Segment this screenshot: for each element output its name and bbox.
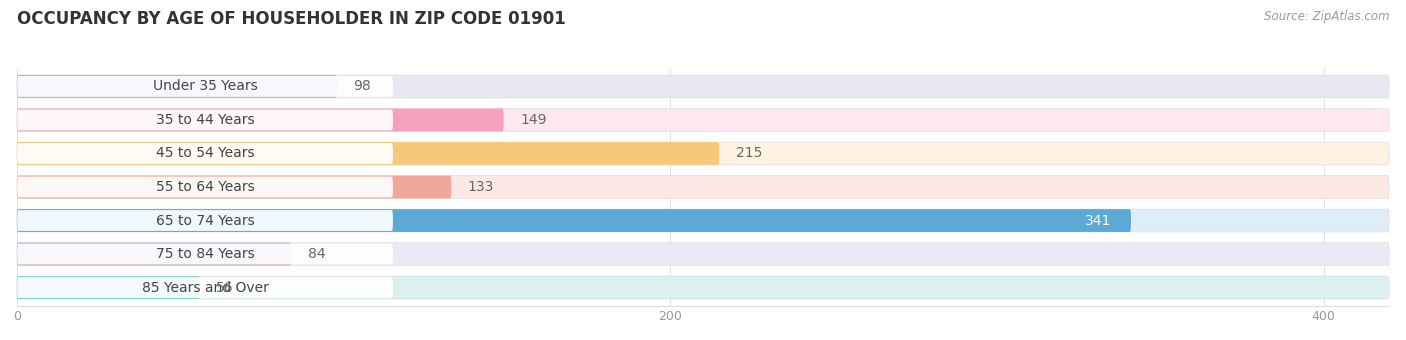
FancyBboxPatch shape (17, 175, 1389, 199)
FancyBboxPatch shape (17, 76, 392, 97)
Text: 35 to 44 Years: 35 to 44 Years (156, 113, 254, 127)
FancyBboxPatch shape (17, 243, 291, 266)
FancyBboxPatch shape (17, 209, 1130, 232)
FancyBboxPatch shape (17, 276, 200, 299)
Text: 56: 56 (217, 280, 233, 294)
Text: 84: 84 (308, 247, 325, 261)
Text: 215: 215 (735, 147, 762, 160)
FancyBboxPatch shape (17, 176, 392, 198)
FancyBboxPatch shape (17, 210, 392, 231)
Text: OCCUPANCY BY AGE OF HOUSEHOLDER IN ZIP CODE 01901: OCCUPANCY BY AGE OF HOUSEHOLDER IN ZIP C… (17, 10, 565, 28)
FancyBboxPatch shape (17, 243, 1389, 266)
Text: 45 to 54 Years: 45 to 54 Years (156, 147, 254, 160)
FancyBboxPatch shape (17, 276, 1389, 299)
FancyBboxPatch shape (17, 109, 392, 130)
Text: 55 to 64 Years: 55 to 64 Years (156, 180, 254, 194)
Text: 341: 341 (1085, 214, 1111, 227)
Text: 133: 133 (468, 180, 494, 194)
FancyBboxPatch shape (17, 142, 720, 165)
Text: 98: 98 (353, 80, 371, 94)
Text: 85 Years and Over: 85 Years and Over (142, 280, 269, 294)
Text: 149: 149 (520, 113, 547, 127)
Text: 75 to 84 Years: 75 to 84 Years (156, 247, 254, 261)
Text: 65 to 74 Years: 65 to 74 Years (156, 214, 254, 227)
FancyBboxPatch shape (17, 277, 392, 298)
FancyBboxPatch shape (17, 108, 1389, 131)
Text: Source: ZipAtlas.com: Source: ZipAtlas.com (1264, 10, 1389, 23)
FancyBboxPatch shape (17, 143, 392, 164)
Text: Under 35 Years: Under 35 Years (153, 80, 257, 94)
FancyBboxPatch shape (17, 142, 1389, 165)
FancyBboxPatch shape (17, 244, 392, 265)
FancyBboxPatch shape (17, 75, 1389, 98)
FancyBboxPatch shape (17, 75, 337, 98)
FancyBboxPatch shape (17, 108, 503, 131)
FancyBboxPatch shape (17, 209, 1389, 232)
FancyBboxPatch shape (17, 175, 451, 199)
